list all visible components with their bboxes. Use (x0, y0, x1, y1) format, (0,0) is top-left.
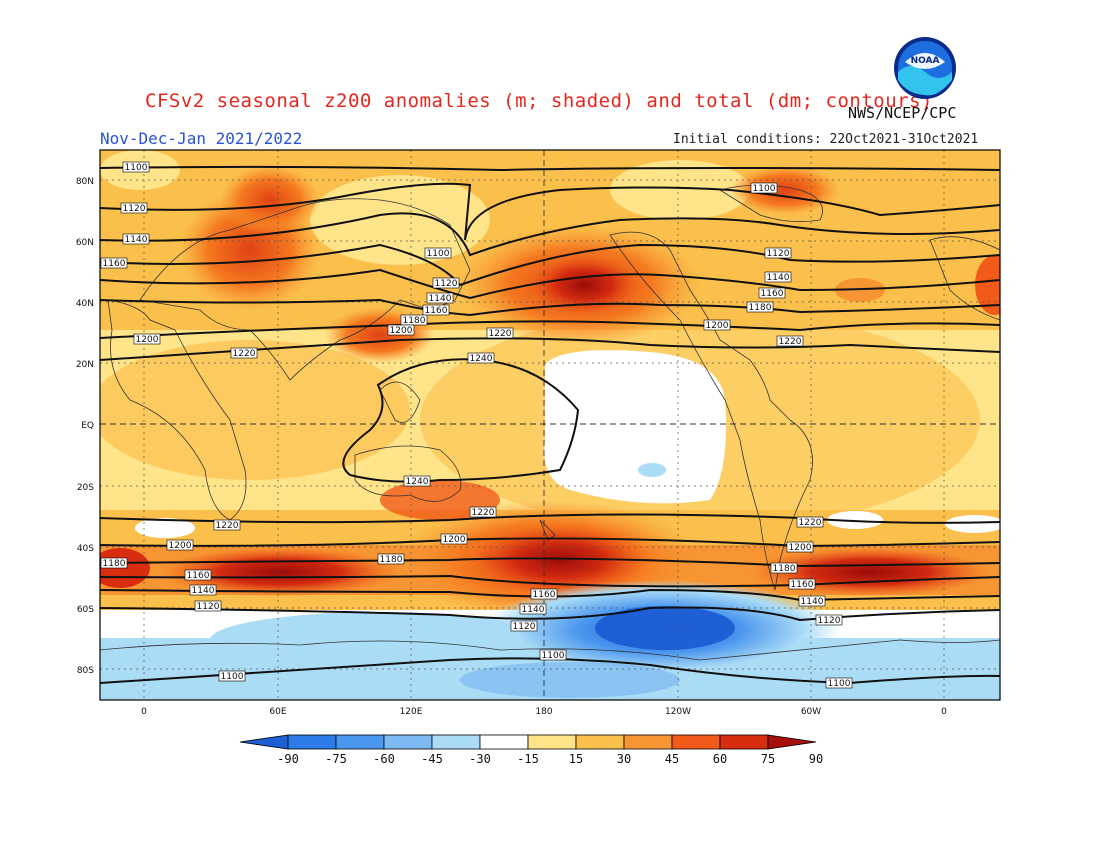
svg-text:1140: 1140 (522, 605, 545, 615)
colorbar-label: 45 (665, 752, 679, 766)
contour-labels: 1100 1120 1140 1160 1200 1220 1100 1120 … (100, 161, 853, 689)
lon-label: 180 (535, 707, 552, 717)
svg-text:1160: 1160 (533, 590, 556, 600)
map-title: CFSv2 seasonal z200 anomalies (m; shaded… (145, 90, 933, 112)
lat-label: 80S (77, 666, 94, 676)
lon-label: 60E (269, 707, 286, 717)
colorbar-label: -75 (325, 752, 347, 766)
svg-text:1200: 1200 (136, 335, 159, 345)
svg-text:1100: 1100 (427, 249, 450, 259)
lat-label: 20N (76, 360, 94, 370)
lon-label: 0 (941, 707, 947, 717)
colorbar-label: 90 (809, 752, 823, 766)
svg-text:1180: 1180 (380, 555, 403, 565)
colorbar-swatch (623, 734, 673, 750)
svg-text:1180: 1180 (749, 303, 772, 313)
svg-text:1120: 1120 (123, 204, 146, 214)
latitude-labels: 80N 60N 40N 20N EQ 20S 40S 60S 80S (76, 177, 94, 676)
svg-text:1160: 1160 (761, 289, 784, 299)
svg-text:1100: 1100 (221, 672, 244, 682)
colorbar-swatch (719, 734, 769, 750)
longitude-labels: 0 60E 120E 180 120W 60W 0 (141, 707, 947, 717)
lat-label: 20S (77, 483, 94, 493)
svg-text:1200: 1200 (443, 535, 466, 545)
colorbar-swatch (575, 734, 625, 750)
colorbar-swatch (527, 734, 577, 750)
svg-text:1160: 1160 (103, 259, 126, 269)
colorbar-label: -60 (373, 752, 395, 766)
colorbar-label: 30 (617, 752, 631, 766)
colorbar-label: -15 (517, 752, 539, 766)
svg-text:1120: 1120 (767, 249, 790, 259)
svg-text:1140: 1140 (767, 273, 790, 283)
colorbar-label: -45 (421, 752, 443, 766)
lon-label: 0 (141, 707, 147, 717)
svg-text:1220: 1220 (233, 349, 256, 359)
svg-text:1180: 1180 (773, 564, 796, 574)
colorbar-swatch (671, 734, 721, 750)
colorbar-swatch (383, 734, 433, 750)
colorbar-swatch (431, 734, 481, 750)
svg-text:1200: 1200 (789, 543, 812, 553)
colorbar: -90 -75 -60 -45 -30 -15 15 30 45 60 75 90 (239, 734, 823, 766)
lat-label: 60N (76, 238, 94, 248)
svg-text:1120: 1120 (818, 616, 841, 626)
svg-text:1240: 1240 (470, 354, 493, 364)
svg-text:1220: 1220 (216, 521, 239, 531)
svg-text:1140: 1140 (429, 294, 452, 304)
colorbar-max-arrow (767, 734, 817, 750)
svg-text:1180: 1180 (103, 559, 126, 569)
colorbar-swatch (335, 734, 385, 750)
colorbar-label: -30 (469, 752, 491, 766)
agency-label: NWS/NCEP/CPC (848, 104, 957, 122)
shaded-anomalies: 1100 1120 1140 1160 1200 1220 1100 1120 … (100, 150, 1000, 700)
svg-text:1220: 1220 (472, 508, 495, 518)
lat-label: 40N (76, 299, 94, 309)
svg-text:1120: 1120 (513, 622, 536, 632)
svg-text:1200: 1200 (706, 321, 729, 331)
svg-text:1100: 1100 (542, 651, 565, 661)
svg-text:1120: 1120 (197, 602, 220, 612)
svg-text:1100: 1100 (125, 163, 148, 173)
svg-text:1140: 1140 (192, 586, 215, 596)
map-frame (99, 149, 1001, 701)
svg-text:1220: 1220 (779, 337, 802, 347)
colorbar-label: 60 (713, 752, 727, 766)
svg-text:1240: 1240 (406, 477, 429, 487)
svg-text:1180: 1180 (403, 316, 426, 326)
svg-text:1220: 1220 (799, 518, 822, 528)
lon-label: 60W (801, 707, 821, 717)
svg-text:1140: 1140 (125, 235, 148, 245)
svg-text:1160: 1160 (187, 571, 210, 581)
svg-text:NOAA: NOAA (911, 56, 940, 66)
svg-text:1160: 1160 (425, 306, 448, 316)
colorbar-label: 75 (761, 752, 775, 766)
svg-text:1100: 1100 (828, 679, 851, 689)
lat-label: EQ (81, 421, 94, 431)
colorbar-label: -90 (277, 752, 299, 766)
svg-text:1120: 1120 (435, 279, 458, 289)
svg-text:1220: 1220 (489, 329, 512, 339)
lat-label: 60S (77, 605, 94, 615)
lon-label: 120W (665, 707, 691, 717)
colorbar-swatch (287, 734, 337, 750)
svg-text:1200: 1200 (390, 326, 413, 336)
lon-label: 120E (400, 707, 423, 717)
svg-text:1160: 1160 (791, 580, 814, 590)
season-label: Nov-Dec-Jan 2021/2022 (100, 129, 303, 148)
lat-label: 80N (76, 177, 94, 187)
svg-text:1140: 1140 (801, 597, 824, 607)
height-contours (100, 165, 1000, 685)
colorbar-label: 15 (569, 752, 583, 766)
colorbar-min-arrow (239, 734, 289, 750)
svg-text:1100: 1100 (753, 184, 776, 194)
lat-label: 40S (77, 544, 94, 554)
svg-text:1200: 1200 (169, 541, 192, 551)
initial-conditions-label: Initial conditions: 22Oct2021-31Oct2021 (673, 132, 979, 147)
noaa-logo-icon: NOAA (894, 37, 956, 99)
colorbar-swatch (479, 734, 529, 750)
